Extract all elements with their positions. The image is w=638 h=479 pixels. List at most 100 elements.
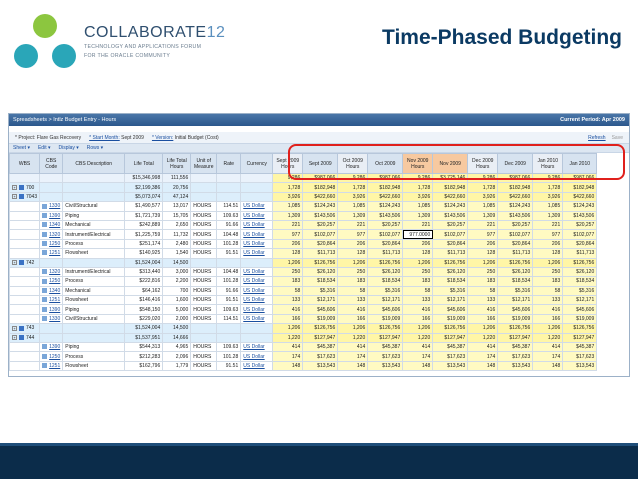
table-cell[interactable]: $12,171 — [562, 295, 598, 306]
table-cell[interactable]: $26,120 — [562, 266, 598, 278]
table-cell[interactable]: 183 — [467, 276, 499, 287]
table-cell[interactable]: 166 — [532, 313, 564, 325]
column-header[interactable]: Oct 2009 — [367, 153, 404, 174]
table-cell[interactable]: 1,206 — [337, 323, 369, 334]
menu-item[interactable]: Edit ▾ — [37, 145, 51, 151]
table-cell[interactable]: $143,506 — [432, 210, 469, 221]
column-header[interactable]: CBS Code — [39, 153, 64, 174]
table-cell[interactable]: 128 — [467, 248, 499, 259]
table-cell[interactable]: 250 — [337, 266, 369, 278]
column-header[interactable]: Sept 2009 — [302, 153, 339, 174]
table-cell[interactable]: 166 — [337, 313, 369, 325]
table-cell[interactable]: 1,220 — [532, 332, 564, 344]
column-header[interactable]: Nov 2009 Hours — [402, 153, 434, 174]
table-cell[interactable]: $127,947 — [367, 332, 404, 344]
table-cell[interactable]: 414 — [467, 342, 499, 353]
table-cell[interactable]: $17,623 — [367, 351, 404, 362]
table-cell[interactable]: 416 — [272, 304, 304, 315]
menu-item[interactable]: Sheet ▾ — [13, 145, 30, 151]
table-cell[interactable]: $45,387 — [562, 342, 598, 353]
table-cell[interactable]: $26,120 — [302, 266, 339, 278]
table-cell[interactable]: 1,206 — [337, 257, 369, 268]
table-cell[interactable]: $987,066 — [562, 172, 598, 184]
table-cell[interactable]: 1,309 — [532, 210, 564, 221]
table-cell[interactable]: $143,506 — [302, 210, 339, 221]
table-cell[interactable]: 9,286 — [532, 172, 564, 184]
table-cell[interactable]: $11,713 — [432, 248, 469, 259]
column-header[interactable]: Unit of Measure — [190, 153, 218, 174]
column-header[interactable]: Sept 2009 Hours — [272, 153, 304, 174]
column-header[interactable]: Rate — [216, 153, 242, 174]
table-cell[interactable]: $13,543 — [497, 360, 534, 372]
table-cell[interactable]: 1,220 — [272, 332, 304, 344]
table-cell[interactable]: $11,713 — [367, 248, 404, 259]
table-cell[interactable]: 206 — [272, 238, 304, 250]
table-cell[interactable]: $182,948 — [367, 182, 404, 193]
table-cell[interactable]: 416 — [532, 304, 564, 315]
table-cell[interactable]: 1,085 — [467, 201, 499, 212]
save-link[interactable]: Save — [611, 134, 623, 141]
table-cell[interactable]: 58 — [467, 285, 499, 297]
expand-toggle-icon[interactable]: + — [12, 325, 17, 331]
table-cell[interactable]: 1,220 — [337, 332, 369, 344]
table-cell[interactable]: $12,171 — [432, 295, 469, 306]
breadcrumb[interactable]: Spreadsheets > Intlz Budget Entry - Hour… — [13, 117, 117, 123]
table-cell[interactable]: $102,077 — [432, 229, 469, 240]
table-row[interactable]: 1330 Civil/Structural $229,020 2,000 HOURS 11… — [9, 313, 598, 325]
table-cell[interactable]: $422,660 — [562, 191, 598, 203]
table-cell[interactable]: $124,243 — [497, 201, 534, 212]
table-cell[interactable]: $45,606 — [432, 304, 469, 315]
table-cell[interactable]: 221 — [532, 219, 564, 231]
table-cell[interactable]: 1,206 — [272, 257, 304, 268]
table-cell[interactable]: 221 — [272, 219, 304, 231]
table-cell[interactable]: 1,206 — [467, 323, 499, 334]
table-row[interactable]: 1390 Piping $548,150 5,000 HOURS 109.63 US Dol… — [9, 304, 598, 315]
table-cell[interactable]: 58 — [337, 285, 369, 297]
table-cell[interactable]: 128 — [402, 248, 434, 259]
table-cell[interactable]: $26,120 — [432, 266, 469, 278]
table-cell[interactable]: $127,947 — [432, 332, 469, 344]
table-cell[interactable]: $26,120 — [497, 266, 534, 278]
table-cell[interactable]: 133 — [337, 295, 369, 306]
table-cell[interactable]: 977 — [272, 229, 304, 240]
table-cell[interactable]: $19,009 — [432, 313, 469, 325]
table-cell[interactable]: 166 — [467, 313, 499, 325]
column-header[interactable]: Life Total — [124, 153, 164, 174]
table-cell[interactable]: $19,009 — [497, 313, 534, 325]
table-cell[interactable]: $45,387 — [302, 342, 339, 353]
table-cell[interactable]: $422,660 — [432, 191, 469, 203]
refresh-link[interactable]: Refresh — [588, 134, 606, 141]
table-cell[interactable]: 977 — [467, 229, 499, 240]
table-cell[interactable]: $20,257 — [302, 219, 339, 231]
table-cell[interactable]: 128 — [532, 248, 564, 259]
table-cell[interactable]: 206 — [532, 238, 564, 250]
table-row[interactable]: 1250 Process $222,816 2,200 HOURS 101.28 US Do… — [9, 276, 598, 287]
table-cell[interactable]: 183 — [532, 276, 564, 287]
table-cell[interactable]: 183 — [272, 276, 304, 287]
table-cell[interactable]: 9,286 — [467, 172, 499, 184]
table-cell[interactable]: 1,309 — [467, 210, 499, 221]
table-cell[interactable]: $45,606 — [497, 304, 534, 315]
table-cell[interactable]: $127,947 — [302, 332, 339, 344]
table-row[interactable]: 1320 Instrument/Electrical $1,225,759 11,73… — [9, 229, 598, 240]
table-cell[interactable]: 206 — [402, 238, 434, 250]
table-cell[interactable]: 250 — [467, 266, 499, 278]
table-cell[interactable]: 3,926 — [402, 191, 434, 203]
table-cell[interactable]: 58 — [402, 285, 434, 297]
table-cell[interactable]: 3,926 — [467, 191, 499, 203]
table-cell[interactable]: 128 — [337, 248, 369, 259]
table-cell[interactable]: 183 — [337, 276, 369, 287]
table-cell[interactable]: $143,506 — [562, 210, 598, 221]
table-cell[interactable]: 414 — [402, 342, 434, 353]
table-cell[interactable]: $45,387 — [497, 342, 534, 353]
table-row[interactable]: 1390 Piping $1,721,739 15,705 HOURS 109.63 US … — [9, 210, 598, 221]
table-cell[interactable]: 250 — [402, 266, 434, 278]
table-cell[interactable]: $17,623 — [562, 351, 598, 362]
table-cell[interactable]: 58 — [272, 285, 304, 297]
table-row[interactable]: +742 $1,524,004 14,500 1,206 $126,756 1,206 $1… — [9, 257, 598, 268]
table-cell[interactable]: $987,066 — [367, 172, 404, 184]
table-cell[interactable]: 416 — [467, 304, 499, 315]
table-cell[interactable]: 250 — [272, 266, 304, 278]
table-cell[interactable]: 3,926 — [272, 191, 304, 203]
table-cell[interactable]: $17,623 — [432, 351, 469, 362]
